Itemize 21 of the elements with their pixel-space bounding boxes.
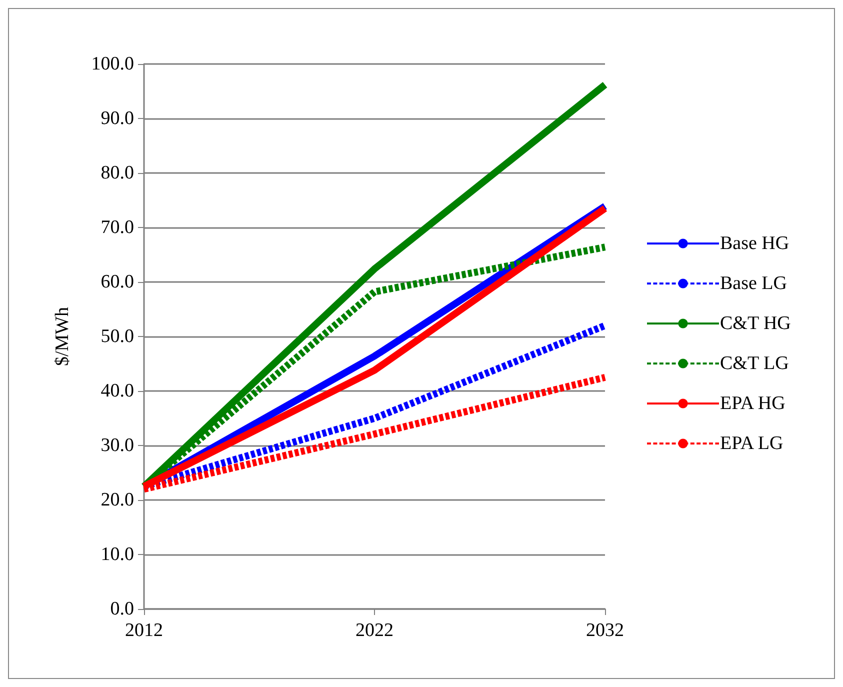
y-tick-label: 30.0 bbox=[100, 435, 134, 456]
legend-label: Base HG bbox=[720, 233, 790, 254]
y-tick-label: 40.0 bbox=[100, 380, 134, 402]
y-tick-label: 0.0 bbox=[110, 598, 134, 620]
legend-label: EPA HG bbox=[720, 393, 786, 414]
y-tick-label: 70.0 bbox=[100, 217, 134, 238]
y-tick-label: 60.0 bbox=[100, 272, 134, 292]
y-tick-label: 80.0 bbox=[100, 162, 134, 184]
y-tick-label: 100.0 bbox=[91, 54, 134, 74]
legend-label: Base LG bbox=[720, 273, 788, 294]
x-tick-label: 2012 bbox=[125, 620, 163, 641]
y-tick-label: 50.0 bbox=[100, 326, 134, 347]
legend-label: C&T LG bbox=[720, 353, 790, 374]
legend-label: C&T HG bbox=[720, 313, 792, 334]
x-tick-label: 2032 bbox=[586, 620, 624, 641]
y-axis-title: $/MWh bbox=[52, 306, 73, 366]
y-tick-label: 20.0 bbox=[100, 490, 134, 510]
x-tick-label: 2022 bbox=[356, 620, 394, 641]
y-tick-label: 90.0 bbox=[100, 108, 134, 129]
legend-label: EPA LG bbox=[720, 433, 784, 454]
y-tick-label: 10.0 bbox=[100, 544, 134, 565]
